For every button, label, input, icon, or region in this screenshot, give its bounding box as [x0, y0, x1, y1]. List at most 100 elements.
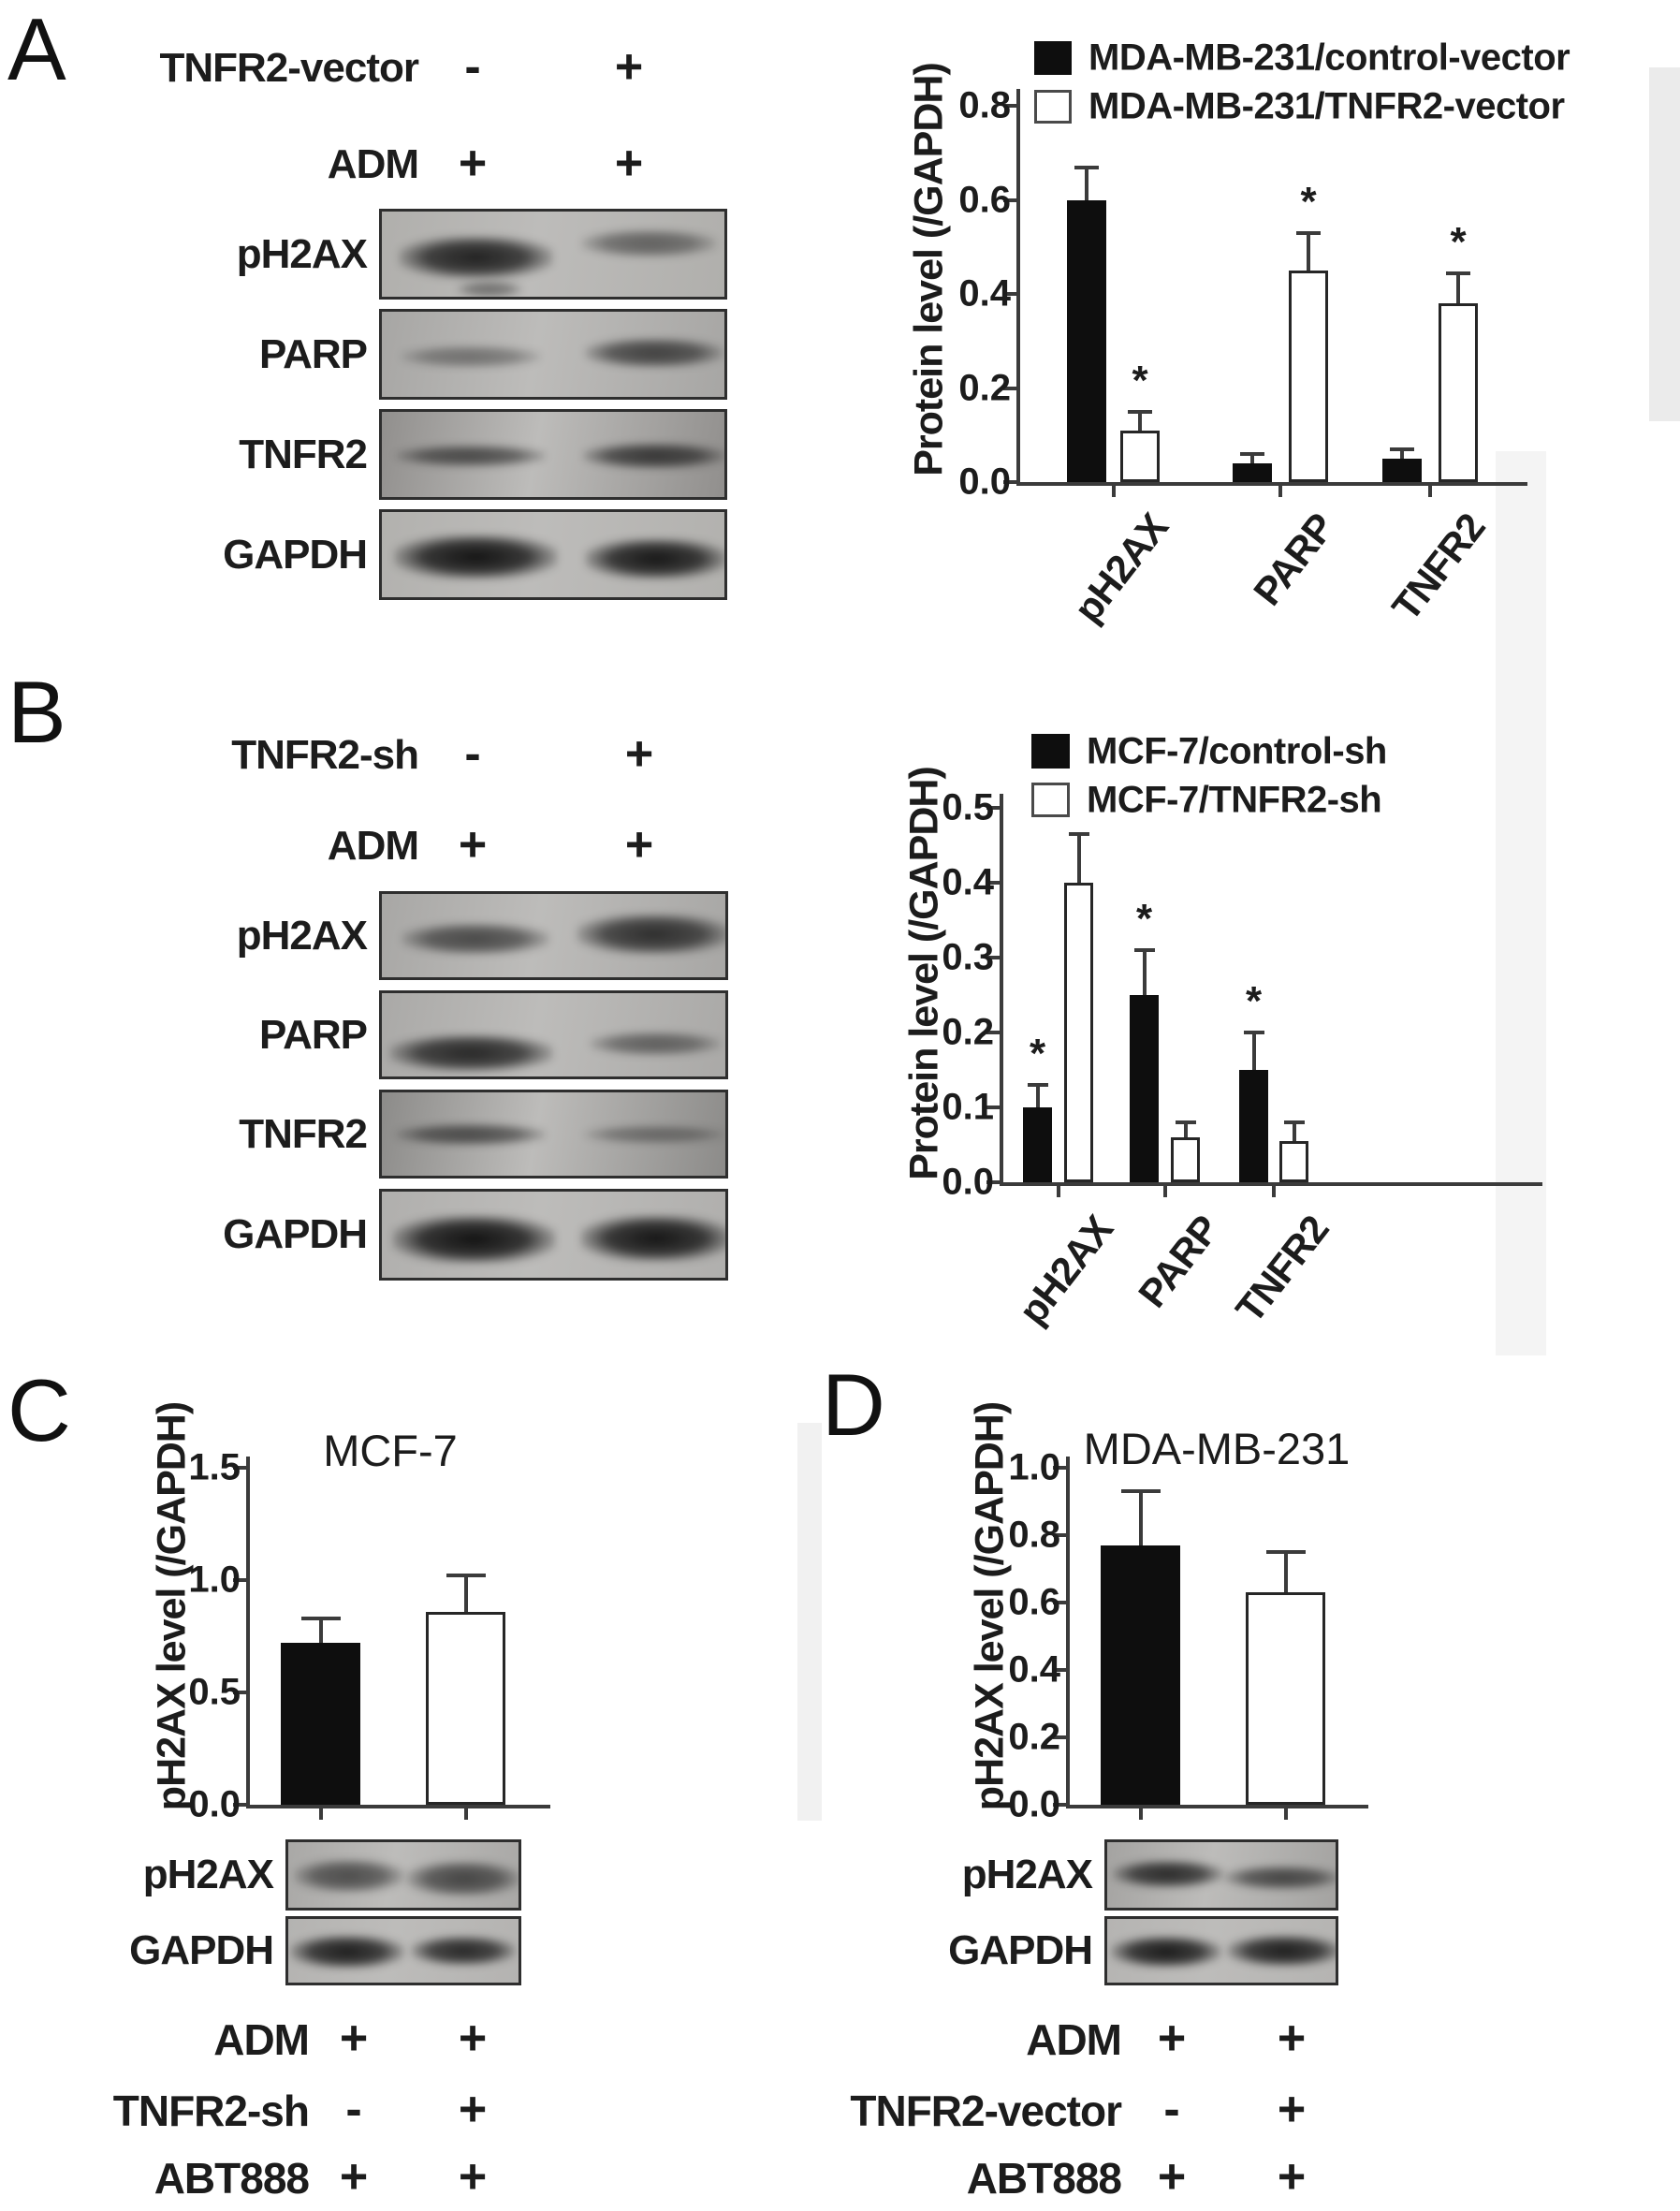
- significance-star: *: [1135, 896, 1153, 942]
- bar: [281, 1643, 360, 1805]
- blot-band: [590, 1032, 721, 1056]
- blot-row-label: TNFR2: [239, 431, 368, 477]
- western-blot-image: [285, 1839, 521, 1911]
- legend-label: MCF-7/control-sh: [1087, 730, 1387, 771]
- y-tick: [986, 1031, 1001, 1034]
- y-tick-label: 0.0: [188, 1783, 241, 1825]
- y-tick: [1003, 198, 1017, 202]
- significance-star: *: [1300, 178, 1317, 225]
- y-tick-label: 0.5: [942, 786, 994, 828]
- blot-band: [396, 1123, 546, 1146]
- x-axis: [1066, 1805, 1368, 1808]
- y-tick: [1003, 104, 1017, 109]
- legend-swatch: [1031, 734, 1070, 769]
- blot-row-label: GAPDH: [129, 1927, 274, 1973]
- blot-band: [401, 345, 541, 368]
- y-tick: [1003, 292, 1017, 297]
- legend-swatch: [1031, 783, 1070, 817]
- error-bar-cap: [1120, 1489, 1161, 1494]
- bar: [1439, 303, 1478, 482]
- condition-label: ADM: [1026, 2014, 1122, 2064]
- y-tick: [986, 881, 1001, 885]
- significance-star: *: [1450, 218, 1467, 265]
- x-axis: [1016, 482, 1527, 486]
- error-bar: [1076, 834, 1081, 883]
- y-tick-label: 0.1: [942, 1086, 994, 1128]
- blot-band: [1224, 1866, 1336, 1890]
- error-bar-cap: [1133, 948, 1155, 952]
- error-bar-cap: [300, 1616, 341, 1620]
- error-bar-cap: [1068, 832, 1089, 836]
- error-bar: [1085, 167, 1088, 200]
- chart-title: MCF-7: [323, 1426, 458, 1475]
- condition-symbol: -: [464, 39, 481, 95]
- error-bar-cap: [1240, 451, 1264, 456]
- condition-symbol: +: [614, 136, 644, 191]
- x-tick: [1056, 1186, 1060, 1197]
- y-tick: [986, 1106, 1001, 1109]
- blot-band: [584, 1125, 724, 1144]
- western-blot-image: [285, 1916, 521, 1985]
- condition-symbol: +: [1277, 2082, 1307, 2137]
- y-axis-title: pH2AX level (/GAPDH): [967, 1401, 1013, 1811]
- blot-band: [576, 914, 725, 955]
- x-tick: [1272, 1186, 1276, 1197]
- x-tick: [1428, 486, 1432, 497]
- error-bar: [1283, 1552, 1288, 1593]
- x-axis: [1000, 1182, 1542, 1186]
- x-tick: [1283, 1808, 1288, 1820]
- y-tick: [1053, 1466, 1067, 1470]
- x-tick: [463, 1808, 468, 1820]
- y-axis-title: Protein level (/GAPDH): [901, 767, 947, 1180]
- y-tick: [233, 1578, 247, 1582]
- error-bar: [1251, 1032, 1256, 1070]
- western-blot-image: [1104, 1916, 1338, 1985]
- blot-row-label: pH2AX: [961, 1852, 1093, 1897]
- bar: [1382, 458, 1422, 482]
- blot-band: [1113, 1860, 1223, 1888]
- error-bar: [1292, 1122, 1296, 1141]
- legend-swatch: [1034, 41, 1072, 75]
- condition-symbol: +: [458, 2082, 488, 2137]
- y-tick: [1053, 1803, 1067, 1807]
- error-bar: [463, 1575, 468, 1612]
- western-blot-image: [379, 990, 728, 1079]
- y-axis: [1016, 89, 1020, 486]
- y-tick-label: 0.0: [942, 1161, 994, 1203]
- error-bar-cap: [1283, 1120, 1305, 1124]
- blot-band: [294, 1859, 404, 1893]
- y-tick: [1053, 1735, 1067, 1739]
- blot-band: [580, 1215, 725, 1262]
- blot-band: [411, 1936, 516, 1966]
- condition-symbol: +: [458, 136, 488, 191]
- error-bar: [1250, 453, 1254, 463]
- blot-row-label: pH2AX: [236, 912, 368, 959]
- western-blot-image: [1104, 1839, 1338, 1911]
- y-tick: [1003, 386, 1017, 390]
- error-bar: [1138, 411, 1142, 431]
- error-bar-cap: [446, 1574, 486, 1578]
- error-bar-cap: [1243, 1031, 1264, 1034]
- blot-row-label: PARP: [259, 330, 368, 377]
- y-tick-label: 0.5: [188, 1671, 241, 1713]
- y-tick: [986, 806, 1001, 810]
- y-tick-label: 0.4: [942, 861, 994, 903]
- error-bar: [1456, 272, 1460, 304]
- error-bar-cap: [1175, 1120, 1196, 1124]
- blot-band: [585, 338, 723, 368]
- condition-symbol: -: [345, 2082, 362, 2137]
- blot-band: [388, 1034, 553, 1072]
- condition-symbol: +: [1157, 2011, 1187, 2066]
- category-label: pH2AX: [1009, 1208, 1121, 1333]
- y-tick: [986, 1180, 1001, 1184]
- bar: [1279, 1141, 1308, 1182]
- condition-symbol: +: [458, 2149, 488, 2204]
- western-blot-image: [379, 309, 727, 400]
- significance-star: *: [1245, 978, 1263, 1024]
- error-bar: [1035, 1085, 1040, 1107]
- error-bar: [1138, 1491, 1143, 1545]
- condition-label: ABT888: [966, 2153, 1122, 2203]
- error-bar: [1400, 448, 1404, 459]
- y-tick-label: 0.4: [958, 272, 1011, 315]
- condition-symbol: +: [1277, 2149, 1307, 2204]
